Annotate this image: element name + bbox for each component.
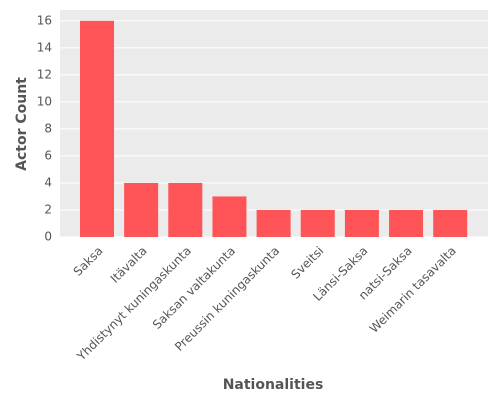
x-tick-label: Itävalta (108, 244, 150, 286)
bar (344, 209, 379, 237)
y-tick-label: 8 (44, 121, 52, 135)
bar (212, 196, 247, 237)
y-tick-label: 14 (37, 40, 52, 54)
bar (256, 209, 291, 237)
y-tick-label: 4 (44, 175, 52, 189)
y-tick-label: 12 (37, 67, 52, 81)
y-tick-label: 10 (37, 94, 52, 108)
x-tick-label: Sveitsi (288, 244, 326, 282)
bar (124, 182, 159, 237)
y-axis-label: Actor Count (14, 77, 30, 171)
x-axis-label: Nationalities (223, 377, 324, 393)
y-tick-label: 6 (44, 148, 52, 162)
x-tick-label: Saksan valtakunta (150, 244, 238, 332)
bar (168, 182, 203, 237)
bar (80, 20, 114, 237)
bar (300, 209, 335, 237)
x-tick-label: Weimarin tasavalta (367, 244, 459, 336)
y-tick-label: 2 (44, 202, 52, 216)
y-tick-label: 0 (44, 230, 52, 244)
y-tick-label: 16 (37, 13, 52, 27)
bar (389, 209, 424, 237)
x-tick-label: Saksa (71, 244, 106, 279)
bar (433, 209, 468, 237)
